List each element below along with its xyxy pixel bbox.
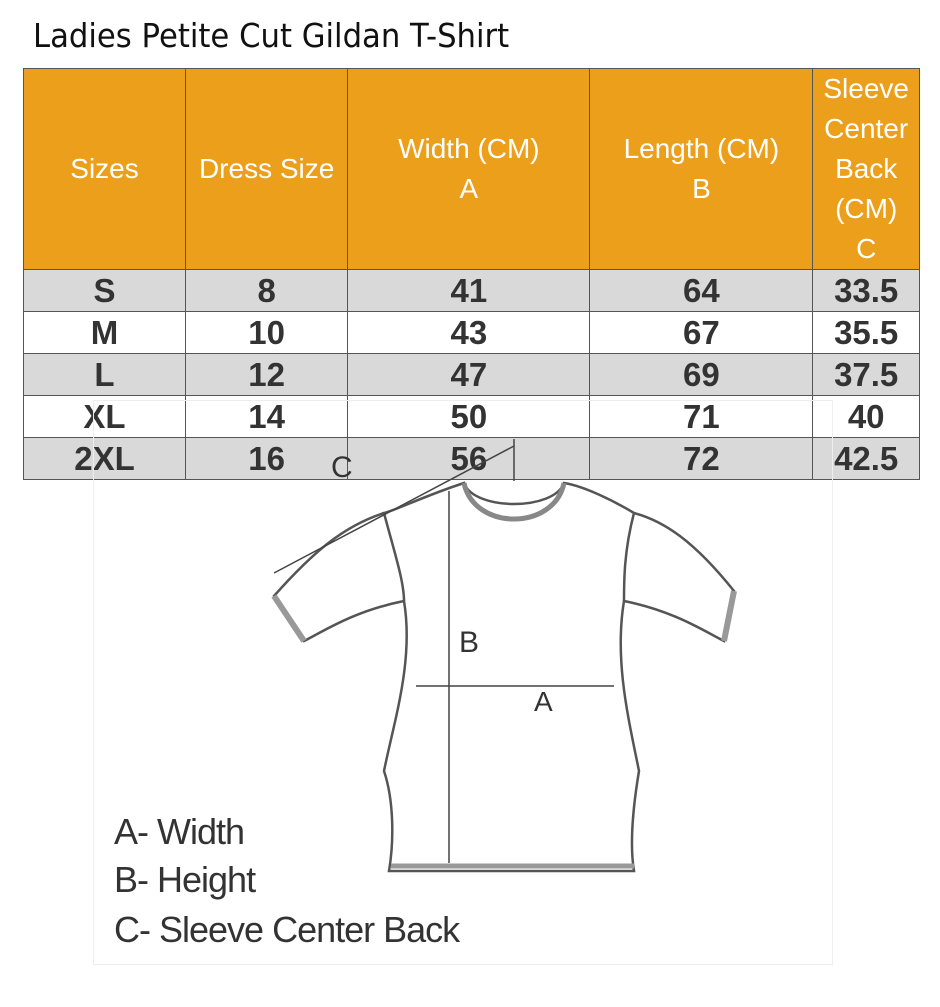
table-cell: 35.5: [812, 311, 920, 354]
table-cell: 43: [347, 311, 591, 354]
table-cell: 2XL: [22, 437, 187, 480]
table-cell: 14: [185, 395, 349, 438]
table-cell: 12: [185, 353, 349, 396]
table-cell: S: [22, 269, 187, 312]
table-cell: 33.5: [812, 269, 920, 312]
page-title: Ladies Petite Cut Gildan T-Shirt: [33, 16, 510, 55]
table-cell: 41: [347, 269, 591, 312]
table-cell: M: [22, 311, 187, 354]
header-width: Width (CM) A: [347, 68, 591, 270]
table-cell: L: [22, 353, 187, 396]
header-sizes: Sizes: [22, 68, 187, 270]
table-cell: 72: [589, 437, 814, 480]
label-b: B: [459, 626, 479, 659]
table-cell: 69: [589, 353, 814, 396]
table-cell: 56: [347, 437, 591, 480]
legend-c: C- Sleeve Center Back: [114, 909, 460, 950]
label-c: C: [331, 451, 353, 484]
header-sleeve: Sleeve Center Back (CM) C: [812, 68, 920, 270]
header-length: Length (CM) B: [589, 68, 814, 270]
table-cell: 64: [589, 269, 814, 312]
table-cell: 40: [812, 395, 920, 438]
table-cell: 67: [589, 311, 814, 354]
size-chart-table: Sizes Dress Size Width (CM) A Length (CM…: [22, 68, 920, 480]
table-cell: 47: [347, 353, 591, 396]
table-cell: 8: [185, 269, 349, 312]
table-cell: 10: [185, 311, 349, 354]
table-cell: 50: [347, 395, 591, 438]
table-cell: 16: [185, 437, 349, 480]
label-a: A: [534, 686, 553, 717]
tshirt-outline: [271, 439, 737, 873]
table-row: S 8 41 64 33.5: [22, 269, 920, 312]
legend-b: B- Height: [114, 859, 256, 900]
tshirt-diagram: C B A A- Width B- Height C- Sleeve Cente…: [93, 400, 833, 965]
table-row: 2XL 16 56 72 42.5: [22, 437, 920, 480]
table-cell: 37.5: [812, 353, 920, 396]
table-cell: 42.5: [812, 437, 920, 480]
table-row: M 10 43 67 35.5: [22, 311, 920, 354]
table-row: L 12 47 69 37.5: [22, 353, 920, 396]
header-dress-size: Dress Size: [185, 68, 349, 270]
legend-a: A- Width: [114, 811, 245, 852]
